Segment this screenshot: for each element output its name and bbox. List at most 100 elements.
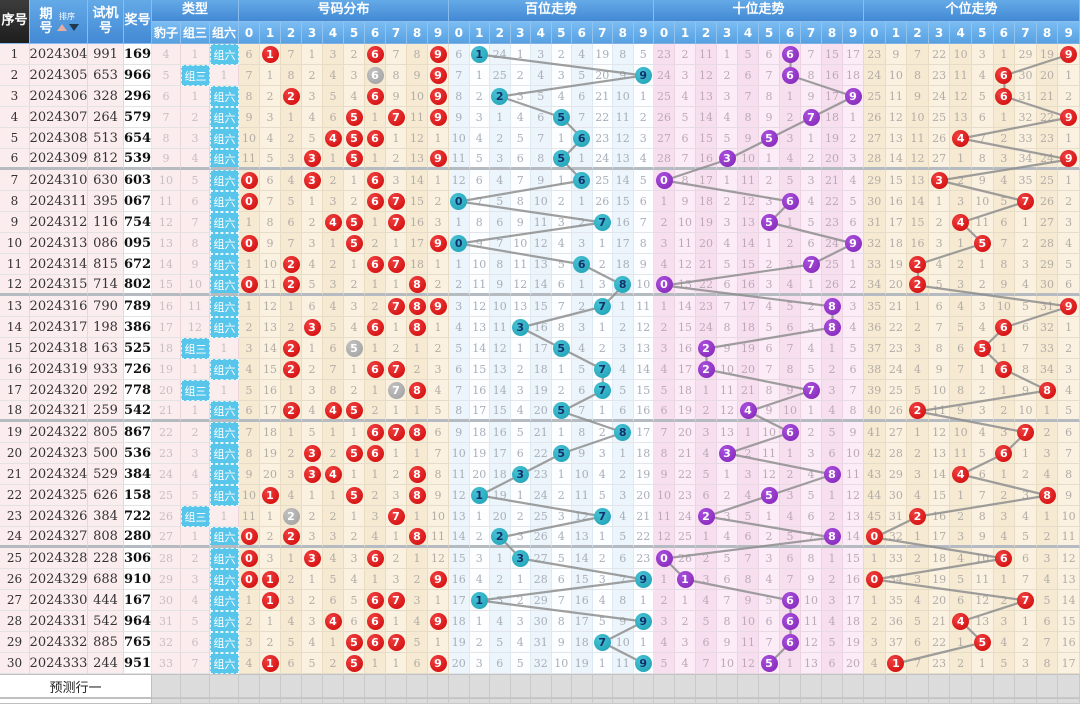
prediction-cell[interactable] [239, 698, 260, 704]
prediction-cell[interactable] [907, 674, 929, 698]
prediction-cell[interactable] [738, 698, 759, 704]
tens-cell: 22 [822, 191, 843, 212]
prediction-cell[interactable] [302, 674, 323, 698]
prediction-cell[interactable] [365, 674, 386, 698]
prediction-cell[interactable] [738, 674, 759, 698]
prediction-cell[interactable] [469, 698, 490, 704]
prediction-cell[interactable] [696, 698, 717, 704]
prediction-cell[interactable] [281, 698, 302, 704]
prediction-cell[interactable] [633, 674, 654, 698]
tens-cell: 16 [738, 275, 759, 296]
prediction-cell[interactable] [928, 698, 951, 704]
prediction-cell[interactable] [469, 674, 490, 698]
prediction-cell[interactable] [386, 674, 407, 698]
prediction-cell[interactable] [449, 674, 470, 698]
prediction-cell[interactable] [592, 698, 613, 704]
prediction-cell[interactable] [780, 674, 801, 698]
prediction-cell[interactable] [993, 674, 1016, 698]
prediction-cell[interactable] [181, 674, 210, 698]
prediction-cell[interactable] [386, 698, 407, 704]
prediction-cell[interactable] [843, 698, 864, 704]
prediction-cell[interactable] [1036, 698, 1059, 704]
prediction-cell[interactable] [971, 674, 994, 698]
prediction-cell[interactable] [302, 698, 323, 704]
prediction-cell[interactable] [490, 674, 511, 698]
type-zusan: 9 [181, 254, 210, 275]
sort-asc-icon[interactable] [56, 23, 67, 31]
units-cell: 3 [993, 422, 1016, 443]
prediction-cell[interactable] [864, 698, 886, 704]
prediction-cell[interactable] [531, 698, 552, 704]
prediction-cell[interactable] [759, 698, 780, 704]
col-header-period[interactable]: 期号 排序 [30, 0, 88, 44]
prediction-cell[interactable] [572, 698, 593, 704]
prediction-cell[interactable] [717, 674, 738, 698]
prediction-cell[interactable] [1015, 698, 1037, 704]
prediction-cell[interactable] [780, 698, 801, 704]
sort-desc-icon[interactable] [68, 23, 79, 31]
miss-count: 1 [371, 572, 379, 586]
prediction-cell[interactable] [696, 674, 717, 698]
tens-cell: 6 [843, 359, 864, 380]
prediction-cell[interactable] [281, 674, 302, 698]
sort-control[interactable]: 排序 [56, 12, 79, 31]
prediction-cell[interactable] [428, 698, 449, 704]
distribution-draw-circle: 7 [387, 192, 405, 210]
prediction-cell[interactable] [210, 698, 239, 704]
prediction-cell[interactable] [822, 674, 843, 698]
prediction-cell[interactable] [449, 698, 470, 704]
prediction-cell[interactable] [1036, 674, 1059, 698]
prediction-cell[interactable] [801, 674, 822, 698]
prediction-cell[interactable] [210, 674, 239, 698]
prediction-cell[interactable] [490, 698, 511, 704]
prediction-cell[interactable] [428, 674, 449, 698]
prediction-cell[interactable] [950, 674, 972, 698]
prediction-cell[interactable] [152, 674, 181, 698]
prediction-cell[interactable] [801, 698, 822, 704]
prediction-cell[interactable] [592, 674, 613, 698]
prediction-cell[interactable] [510, 674, 531, 698]
hundreds-cell: 6 [449, 44, 470, 65]
prediction-cell[interactable] [950, 698, 972, 704]
prediction-cell[interactable] [1058, 674, 1080, 698]
prediction-cell[interactable] [365, 698, 386, 704]
prediction-cell[interactable] [971, 698, 994, 704]
prediction-cell[interactable] [551, 674, 572, 698]
prediction-cell[interactable] [531, 674, 552, 698]
prediction-cell[interactable] [907, 698, 929, 704]
prediction-cell[interactable] [152, 698, 181, 704]
prediction-cell[interactable] [822, 698, 843, 704]
prediction-cell[interactable] [510, 698, 531, 704]
prediction-cell[interactable] [885, 698, 908, 704]
prediction-cell[interactable] [239, 674, 260, 698]
prediction-cell[interactable] [928, 674, 951, 698]
prediction-cell[interactable] [323, 674, 344, 698]
prediction-cell[interactable] [551, 698, 572, 704]
prediction-cell[interactable] [843, 674, 864, 698]
prediction-cell[interactable] [260, 698, 281, 704]
prediction-cell[interactable] [613, 674, 634, 698]
prediction-cell[interactable] [654, 674, 675, 698]
distribution-cell: 1 [365, 569, 386, 590]
prediction-cell[interactable] [344, 698, 365, 704]
prediction-cell[interactable] [407, 674, 428, 698]
prediction-cell[interactable] [572, 674, 593, 698]
prediction-cell[interactable] [993, 698, 1016, 704]
prediction-cell[interactable] [654, 698, 675, 704]
prediction-cell[interactable] [181, 698, 210, 704]
prediction-cell[interactable] [759, 674, 780, 698]
prediction-cell[interactable] [633, 698, 654, 704]
prediction-cell[interactable] [613, 698, 634, 704]
prediction-cell[interactable] [675, 674, 696, 698]
prediction-cell[interactable] [260, 674, 281, 698]
prediction-cell[interactable] [885, 674, 908, 698]
prediction-cell[interactable] [864, 674, 886, 698]
prediction-cell[interactable] [717, 698, 738, 704]
prediction-cell[interactable] [323, 698, 344, 704]
prediction-cell[interactable] [1015, 674, 1037, 698]
prediction-cell[interactable] [407, 698, 428, 704]
prediction-cell[interactable] [1058, 698, 1080, 704]
prediction-cell[interactable] [344, 674, 365, 698]
prediction-cell[interactable] [675, 698, 696, 704]
tens-cell: 3 [654, 338, 675, 359]
